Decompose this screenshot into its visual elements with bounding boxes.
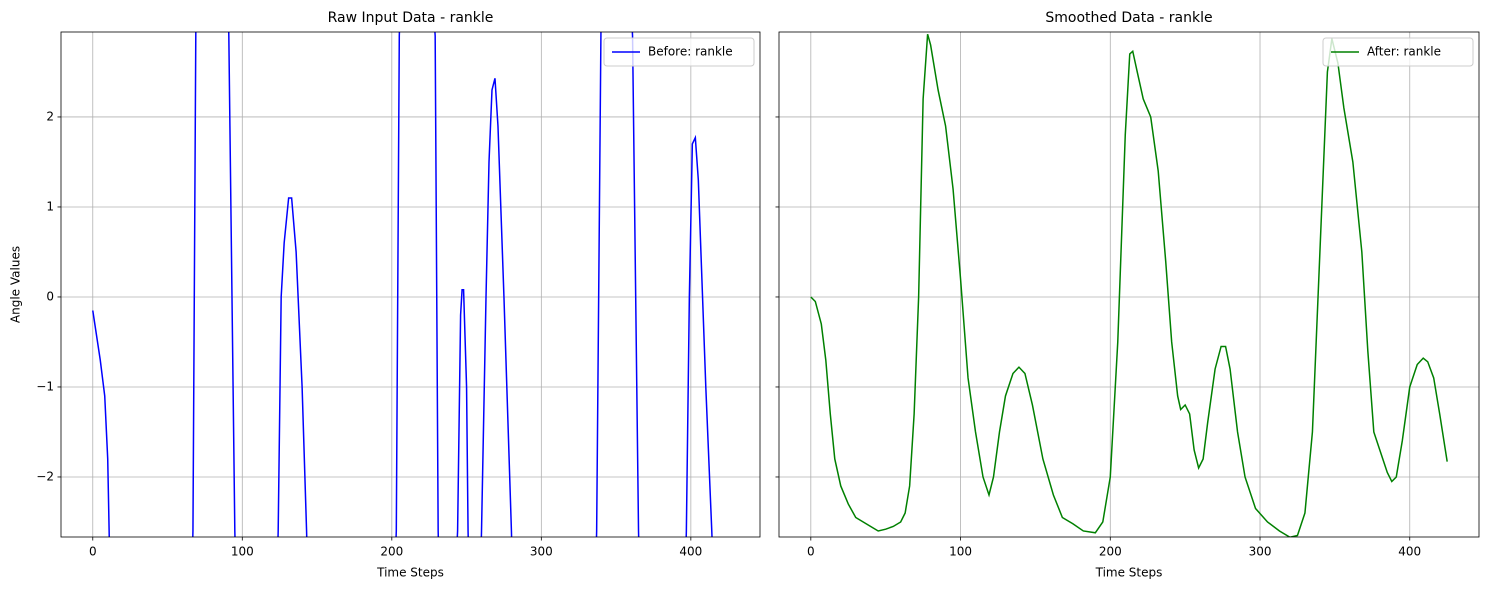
legend-box bbox=[1322, 37, 1474, 67]
legend-box bbox=[603, 37, 755, 67]
axes-frame bbox=[778, 31, 1480, 538]
chart-title: Raw Input Data - rankle bbox=[328, 10, 494, 26]
legend: Before: rankle bbox=[603, 37, 755, 67]
x-tick-label: 200 bbox=[1099, 545, 1122, 559]
data-line bbox=[92, 32, 713, 537]
x-tick-label: 300 bbox=[530, 545, 553, 559]
x-tick-label: 0 bbox=[89, 545, 97, 559]
chart-title: Smoothed Data - rankle bbox=[1045, 10, 1212, 26]
data-line bbox=[810, 33, 1448, 537]
axes-frame bbox=[60, 31, 761, 538]
x-tick-label: 100 bbox=[231, 545, 254, 559]
x-tick-label: 0 bbox=[807, 545, 815, 559]
x-tick-label: 100 bbox=[949, 545, 972, 559]
x-axis-label: Time Steps bbox=[1095, 566, 1163, 580]
y-tick-label: 2 bbox=[46, 109, 54, 123]
x-tick-label: 400 bbox=[679, 545, 702, 559]
x-tick-label: 200 bbox=[380, 545, 403, 559]
legend: After: rankle bbox=[1322, 37, 1474, 67]
y-tick-label: 1 bbox=[46, 199, 54, 213]
legend-label: Before: rankle bbox=[648, 45, 733, 59]
x-tick-label: 300 bbox=[1249, 545, 1272, 559]
x-tick-label: 400 bbox=[1398, 545, 1421, 559]
y-tick-label: 0 bbox=[46, 289, 54, 303]
y-tick-label: −1 bbox=[36, 379, 54, 393]
y-axis-label: Angle Values bbox=[9, 246, 23, 323]
y-tick-label: −2 bbox=[36, 469, 54, 483]
x-axis-label: Time Steps bbox=[376, 566, 444, 580]
legend-label: After: rankle bbox=[1367, 45, 1441, 59]
